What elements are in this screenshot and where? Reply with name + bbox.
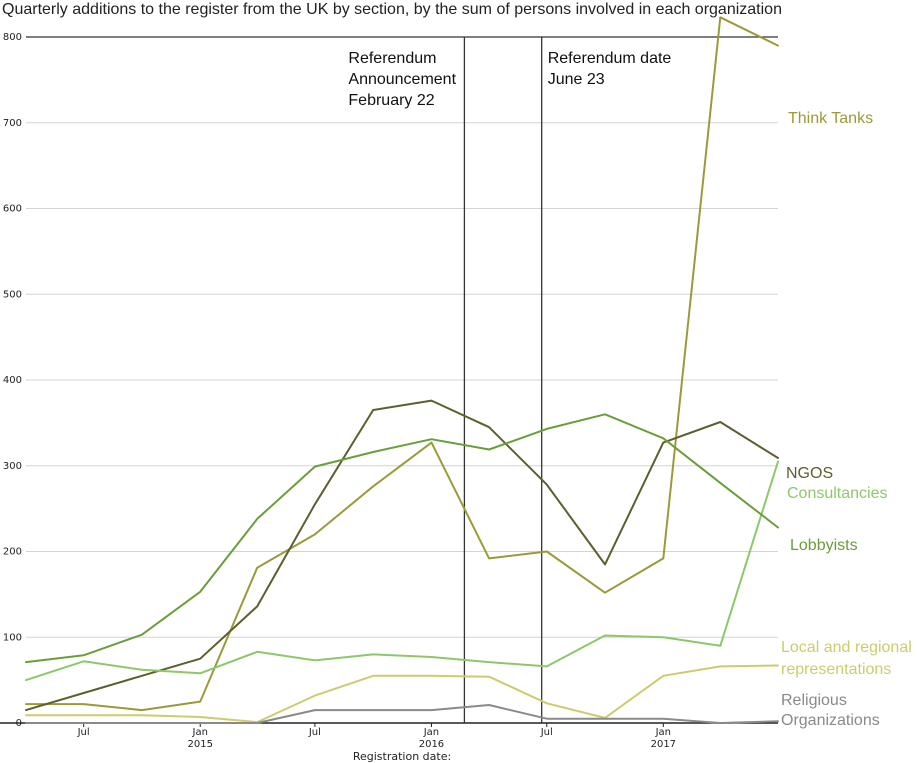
series-line: [25, 16, 779, 712]
series-label: Consultancies: [787, 485, 888, 502]
series-line: [25, 399, 779, 712]
annotation-label: June 23: [548, 71, 605, 88]
y-tick-label: 100: [3, 632, 22, 643]
x-tick-year-label: 2017: [651, 739, 676, 750]
x-tick-label: Jan: [423, 727, 439, 738]
annotations: Referendum Announcement February 22 Referen…: [348, 37, 671, 723]
series-line: [25, 664, 779, 724]
series-label: Religious: [781, 692, 847, 709]
chart-title: Quarterly additions to the register from…: [2, 1, 782, 18]
x-tick-label: Jan: [192, 727, 208, 738]
series-label: representations: [781, 661, 891, 678]
x-tick-year-label: 2016: [419, 739, 444, 750]
y-tick-label: 200: [3, 547, 22, 558]
annotation-label: February 22: [348, 92, 434, 109]
y-tick-label: 600: [3, 204, 22, 215]
series-label: Think Tanks: [788, 110, 873, 127]
series-label: Lobbyists: [790, 537, 858, 554]
y-tick-label: 800: [3, 32, 22, 43]
annotation-label: Referendum: [348, 50, 436, 67]
series-label: Local and regional: [781, 639, 912, 656]
x-tick-label: Jul: [77, 727, 90, 738]
x-tick-label: Jul: [308, 727, 321, 738]
y-tick-label: 300: [3, 461, 22, 472]
y-tick-label: 400: [3, 375, 22, 386]
x-tick-label: Jan: [655, 727, 671, 738]
grid-lines: [26, 36, 778, 724]
series-line: [25, 704, 779, 724]
x-tick-label: Jul: [540, 727, 553, 738]
series-labels: Think Tanks NGOS Consultancies Lobbyists Loc…: [781, 110, 912, 729]
x-axis-label: Registration date:: [353, 750, 451, 763]
y-axis: 0100200300400500600700800: [3, 32, 22, 729]
x-tick-year-label: 2015: [187, 739, 212, 750]
series-label: Organizations: [781, 712, 880, 729]
series-lines: [25, 16, 779, 724]
y-tick-label: 700: [3, 118, 22, 129]
series-line: [25, 413, 779, 664]
y-tick-label: 500: [3, 289, 22, 300]
series-label: NGOS: [786, 465, 833, 482]
series-line: [25, 460, 779, 682]
annotation-label: Referendum date: [548, 50, 672, 67]
annotation-label: Announcement: [348, 71, 456, 88]
